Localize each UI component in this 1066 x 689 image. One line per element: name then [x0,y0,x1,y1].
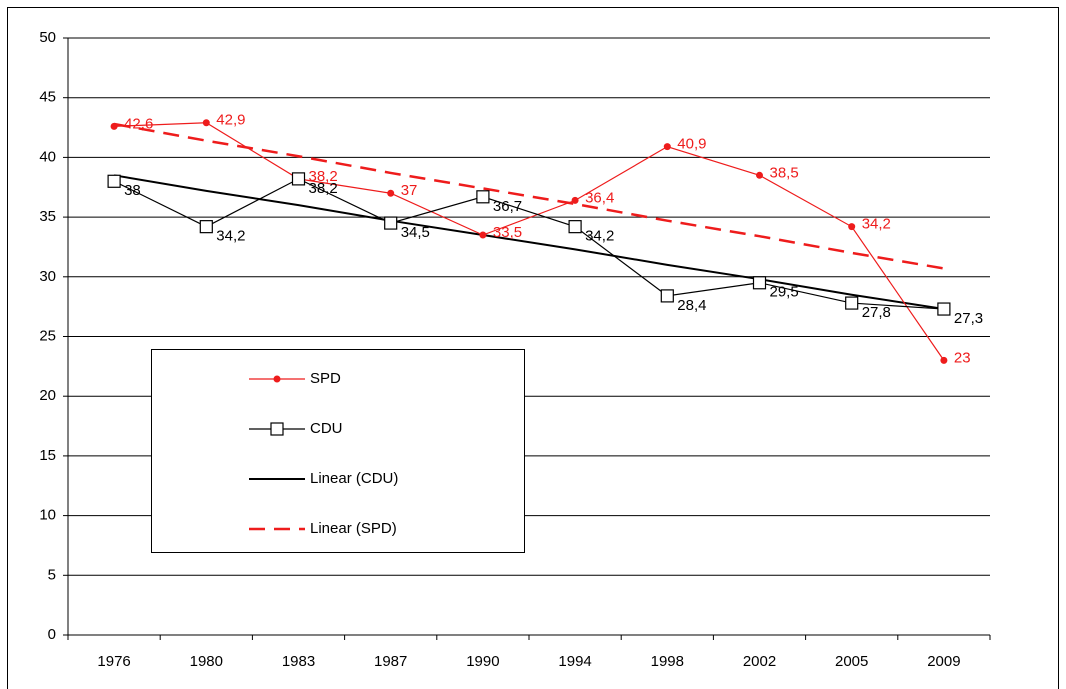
marker-circle [110,122,118,130]
data-label: 34,2 [862,216,891,233]
data-label: 33,5 [493,224,522,241]
marker-circle [756,171,763,179]
y-tick-label: 40 [39,148,56,165]
y-tick-label: 15 [39,447,56,464]
data-label: 37 [401,182,418,199]
data-label: 27,3 [954,310,983,327]
y-tick-label: 25 [39,327,56,344]
marker-square [476,190,490,204]
y-tick-label: 35 [39,208,56,225]
y-tick-label: 10 [39,507,56,524]
data-label: 36,7 [493,198,522,215]
x-tick-label: 1980 [190,653,223,670]
marker-circle [479,231,487,239]
marker-square [568,220,582,234]
chart-border [7,7,1059,689]
marker-square [107,174,121,188]
data-label: 42,9 [216,112,245,129]
marker-square [937,302,951,316]
marker-square [384,216,398,230]
marker-circle [940,356,948,364]
data-label: 27,8 [862,304,891,321]
marker-square [845,296,859,310]
marker-square [291,172,306,186]
data-label: 28,4 [677,297,706,314]
y-tick-label: 20 [39,387,56,404]
y-tick-label: 5 [48,566,56,583]
marker-circle [663,143,671,151]
legend-label: Linear (SPD) [310,520,397,537]
y-tick-label: 0 [48,626,56,643]
data-label: 34,2 [216,228,245,245]
marker-circle [387,189,395,197]
x-tick-label: 1983 [282,653,315,670]
legend-box [151,349,525,553]
x-tick-label: 1976 [97,653,130,670]
trend-line [113,122,945,270]
data-label: 40,9 [677,136,706,153]
data-label: 38,2 [309,180,338,197]
marker-circle [202,119,210,127]
legend-label: SPD [310,370,341,387]
x-tick-label: 1994 [558,653,591,670]
data-label: 38,2 [309,168,338,185]
legend-marker [270,422,284,436]
x-tick-label: 2009 [927,653,960,670]
marker-square [752,276,767,290]
marker-square [199,220,213,234]
data-label: 38,5 [770,164,799,181]
x-tick-label: 1990 [466,653,499,670]
x-tick-label: 1987 [374,653,407,670]
x-tick-label: 1998 [651,653,684,670]
legend-marker [273,375,281,383]
marker-circle [848,223,856,231]
data-label: 36,4 [585,189,614,206]
marker-square [660,289,674,303]
data-label: 29,5 [770,284,799,301]
y-tick-label: 30 [39,268,56,285]
data-label: 23 [954,349,971,366]
data-label: 38 [124,182,141,199]
data-label: 34,5 [401,224,430,241]
legend-label: CDU [310,420,343,437]
legend-label: Linear (CDU) [310,470,398,487]
y-tick-label: 50 [39,29,56,46]
x-tick-label: 2005 [835,653,868,670]
data-label: 42,6 [124,115,153,132]
x-tick-label: 2002 [743,653,776,670]
marker-circle [571,196,579,204]
series-line [114,122,945,361]
trend-line [113,174,945,311]
data-label: 34,2 [585,228,614,245]
y-tick-label: 45 [39,89,56,106]
series-line [113,178,944,310]
